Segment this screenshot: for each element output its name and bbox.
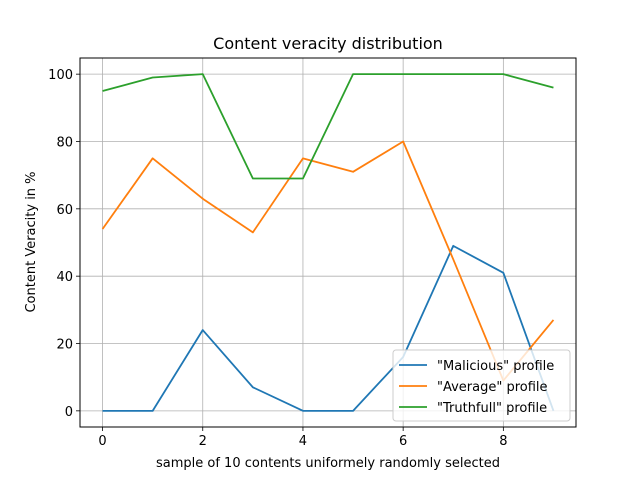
series-line-truthfull bbox=[102, 73, 554, 180]
y-tick-label: 60 bbox=[56, 203, 73, 218]
legend-label-malicious: "Malicious" profile bbox=[437, 359, 554, 374]
y-tick-label: 20 bbox=[56, 338, 73, 353]
x-tick-label: 0 bbox=[98, 434, 106, 449]
legend: "Malicious" profile "Average" profile "T… bbox=[392, 349, 571, 422]
y-tick-label: 0 bbox=[65, 405, 73, 420]
series-lines bbox=[101, 73, 555, 412]
legend-box bbox=[392, 349, 571, 422]
y-tick-label: 40 bbox=[56, 270, 73, 285]
x-tick-label: 6 bbox=[399, 434, 407, 449]
x-axis-label: sample of 10 contents uniformely randoml… bbox=[156, 456, 500, 471]
series-line-malicious bbox=[102, 244, 555, 412]
y-tick-label: 80 bbox=[56, 135, 73, 150]
legend-label-average: "Average" profile bbox=[437, 380, 548, 395]
series-line-average bbox=[101, 140, 555, 382]
y-tick-label: 100 bbox=[48, 68, 73, 83]
x-tick-label: 2 bbox=[199, 434, 207, 449]
legend-label-truthfull: "Truthfull" profile bbox=[437, 401, 547, 416]
x-tick-label: 8 bbox=[499, 434, 507, 449]
plot-frame bbox=[79, 57, 577, 428]
y-axis-label: Content Veracity in % bbox=[24, 171, 39, 312]
chart-title: Content veracity distribution bbox=[213, 34, 443, 53]
x-tick-label: 4 bbox=[299, 434, 307, 449]
